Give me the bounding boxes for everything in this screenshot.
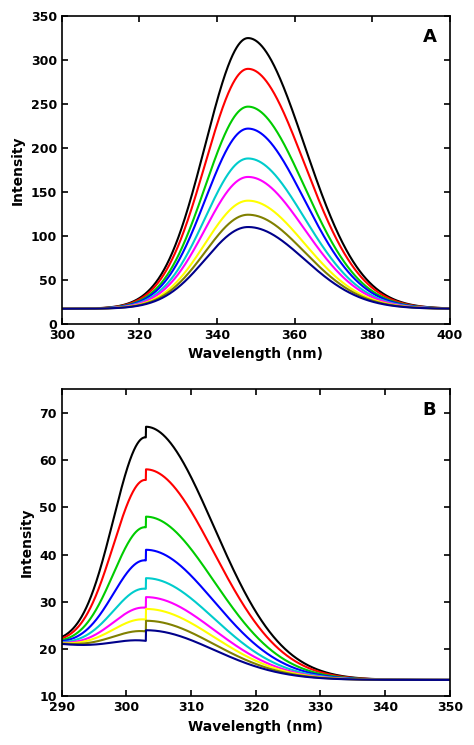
- Y-axis label: Intensity: Intensity: [20, 508, 34, 577]
- X-axis label: Wavelength (nm): Wavelength (nm): [188, 347, 323, 361]
- X-axis label: Wavelength (nm): Wavelength (nm): [188, 720, 323, 734]
- Text: B: B: [423, 402, 436, 419]
- Text: A: A: [423, 28, 437, 46]
- Y-axis label: Intensity: Intensity: [11, 135, 25, 205]
